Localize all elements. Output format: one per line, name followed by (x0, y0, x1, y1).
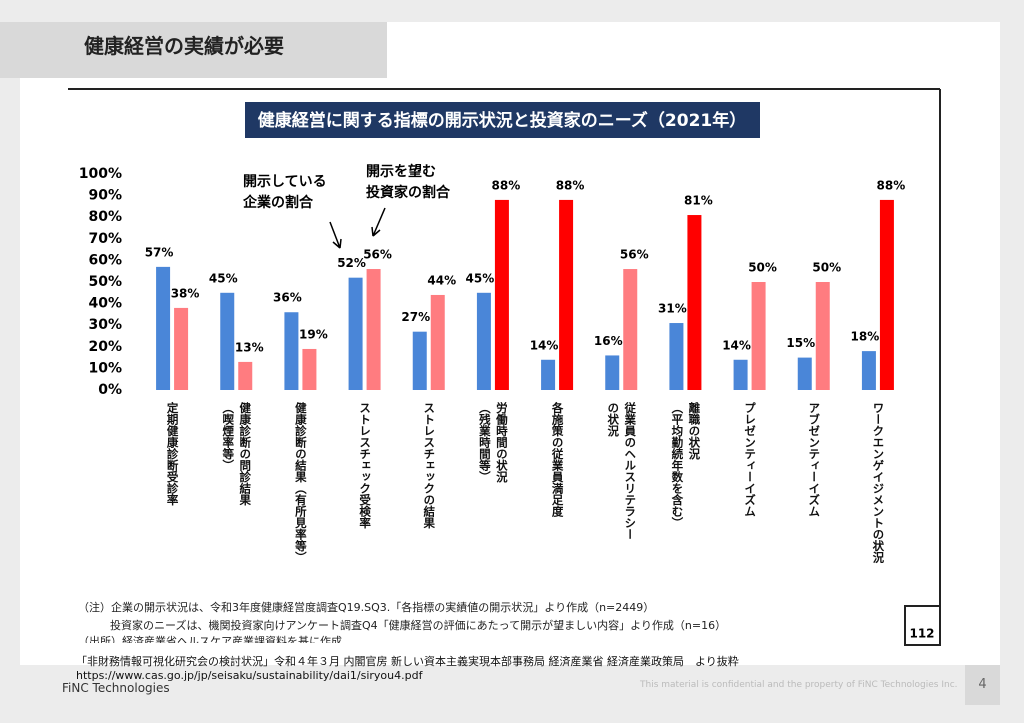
title-box (0, 22, 387, 78)
data-label: 19% (299, 327, 328, 341)
chart-title: 健康経営に関する指標の開示状況と投資家のニーズ（2021年） (258, 110, 746, 131)
bar (494, 199, 509, 390)
note: 投資家のニーズは、機関投資家向けアンケート調査Q4「健康経営の評価にあたって開示… (110, 619, 727, 632)
bar (559, 199, 574, 390)
x-tick-label: 離職の状況 （平均勤続年数を含む） (670, 402, 702, 529)
data-label: 14% (722, 338, 751, 352)
page-ref-box (904, 605, 941, 646)
bar (348, 277, 363, 390)
x-tick-label: 労働時間の状況 （残業時間等） (477, 402, 509, 483)
data-label: 56% (363, 248, 392, 262)
company: FiNC Technologies (62, 681, 170, 695)
confidential: This material is confidential and the pr… (640, 680, 958, 690)
bar (733, 359, 748, 390)
data-label: 31% (658, 302, 687, 316)
data-label: 13% (235, 340, 264, 354)
x-tick-label: 各施策の従業員満足度 (550, 402, 565, 517)
y-tick-label: 80% (88, 209, 122, 225)
y-tick-label: 50% (88, 274, 122, 290)
x-tick-label: 健康診断の結果（有所見率等） (293, 402, 308, 563)
data-label: 88% (877, 178, 906, 192)
x-tick-label: 定期健康診断受診率 (165, 402, 180, 506)
y-tick-label: 60% (88, 252, 122, 268)
bar (412, 331, 427, 390)
note: （注）企業の開示状況は、令和3年度健康経営度調査Q19.SQ3.「各指標の実績値… (78, 601, 655, 614)
x-tick-label: プレゼンティーイズム (743, 402, 758, 517)
data-label: 36% (273, 291, 302, 305)
bar (797, 357, 812, 390)
y-tick-label: 0% (98, 382, 122, 398)
bar (879, 199, 894, 390)
data-label: 18% (851, 330, 880, 344)
x-tick-label: 健康診断の問診結果 （喫煙率等） (221, 402, 253, 506)
data-label: 15% (786, 336, 815, 350)
y-tick-label: 30% (88, 317, 122, 333)
data-label: 45% (209, 271, 238, 285)
y-tick-label: 100% (79, 166, 122, 182)
bar (156, 266, 171, 390)
data-label: 52% (337, 256, 366, 270)
bar (476, 292, 491, 390)
data-label: 16% (594, 334, 623, 348)
data-label: 14% (530, 338, 559, 352)
data-label: 50% (748, 261, 777, 275)
bar (687, 215, 702, 390)
source: 「非財務情報可視化研究会の検討状況」令和４年３月 内閣官房 新しい資本主義実現本… (76, 655, 739, 668)
data-label: 27% (401, 310, 430, 324)
chart-title-box (245, 102, 760, 138)
annotation-arrow (371, 207, 386, 237)
bar (541, 359, 556, 390)
bar (751, 282, 766, 390)
bar (366, 269, 381, 390)
data-label: 50% (812, 261, 841, 275)
bar (605, 355, 620, 390)
y-tick-label: 20% (88, 339, 122, 355)
bar (284, 312, 299, 390)
x-tick-label: ストレスチェック受検率 (358, 402, 373, 529)
bar (623, 269, 638, 390)
source-url: https://www.cas.go.jp/jp/seisaku/sustain… (76, 669, 423, 682)
data-label: 88% (556, 178, 585, 192)
bar (174, 307, 189, 390)
x-tick-label: アブゼンティーイズム (807, 402, 822, 517)
annotation-arrow (329, 221, 342, 249)
data-label: 81% (684, 194, 713, 208)
note: （出所）経済産業省ヘルスケア産業課資料を基に作成 (78, 635, 342, 643)
annotation: 開示している 企業の割合 (243, 174, 327, 211)
bar (302, 348, 317, 390)
bar (815, 282, 830, 390)
y-tick-label: 40% (88, 296, 122, 312)
bar (220, 292, 235, 390)
data-label: 57% (145, 245, 174, 259)
data-label: 45% (466, 271, 495, 285)
page-ref: 112 (909, 627, 934, 641)
bar (238, 361, 253, 390)
bar (861, 351, 876, 390)
x-tick-label: ワークエンゲイジメントの状況 (871, 402, 886, 563)
y-tick-label: 10% (88, 360, 122, 376)
x-tick-label: ストレスチェックの結果 (422, 402, 437, 529)
bar (669, 323, 684, 390)
page-number: 4 (965, 665, 1000, 705)
bar (430, 294, 445, 390)
x-tick-label: 従業員のヘルスリテラシー の状況 (606, 402, 638, 540)
data-label: 38% (171, 286, 200, 300)
y-tick-label: 70% (88, 231, 122, 247)
annotation: 開示を望む 投資家の割合 (366, 164, 450, 201)
data-label: 44% (427, 273, 456, 287)
data-label: 88% (492, 178, 521, 192)
slide-title: 健康経営の実績が必要 (84, 34, 284, 58)
data-label: 56% (620, 248, 649, 262)
y-tick-label: 90% (88, 188, 122, 204)
